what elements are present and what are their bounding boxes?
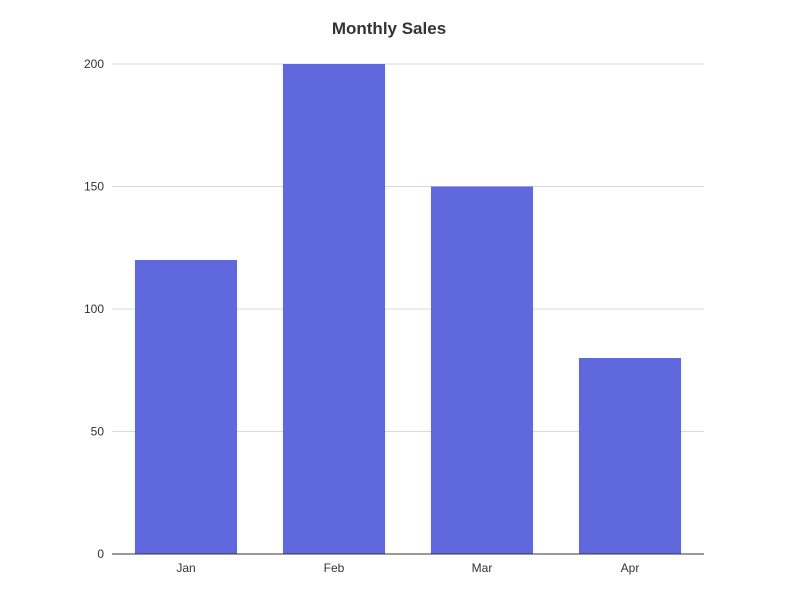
x-tick-label: Feb (324, 561, 345, 575)
x-tick-label: Apr (621, 561, 640, 575)
y-tick-label: 50 (91, 425, 105, 439)
bar-feb (282, 64, 386, 554)
y-tick-label: 0 (97, 547, 104, 561)
x-axis-tick-labels: Jan Feb Mar Apr (176, 561, 639, 575)
y-axis-tick-labels: 0 50 100 150 200 (84, 57, 104, 561)
bar-series (134, 64, 682, 554)
y-tick-label: 100 (84, 302, 104, 316)
y-tick-label: 150 (84, 180, 104, 194)
y-tick-label: 200 (84, 57, 104, 71)
chart-title: Monthly Sales (332, 19, 446, 38)
bar-jan (134, 260, 238, 554)
bar-apr (578, 358, 682, 554)
x-tick-label: Mar (472, 561, 493, 575)
bar-mar (430, 186, 534, 554)
x-tick-label: Jan (176, 561, 195, 575)
